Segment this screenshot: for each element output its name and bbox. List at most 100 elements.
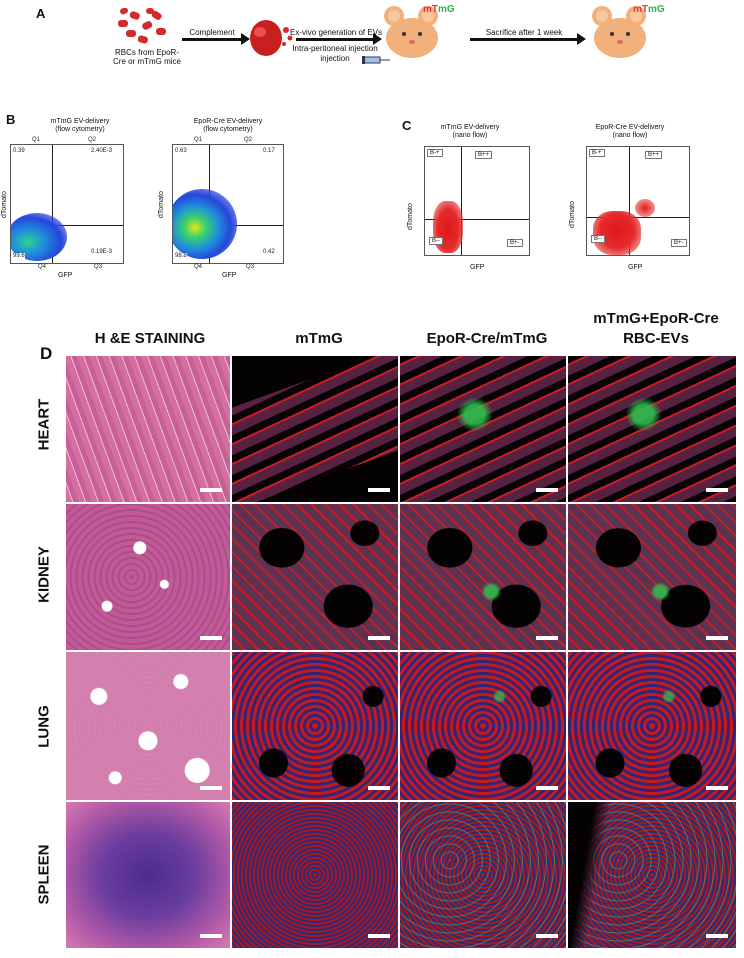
micrograph-spleen-mtmg	[232, 802, 398, 948]
mouse-1-label: mTmG	[423, 4, 455, 15]
b1-q1: Q1	[32, 137, 41, 143]
micrograph-kidney-epor	[400, 504, 566, 650]
col-header-epor-mtmg: EpoR-Cre/mTmG	[426, 330, 548, 347]
b2-q4-val: 98.8	[175, 253, 187, 259]
scale-bar	[536, 934, 558, 938]
scale-bar	[368, 488, 390, 492]
scale-bar	[200, 786, 222, 790]
b1-q4: Q4	[38, 264, 47, 270]
b2-q1: Q1	[194, 137, 203, 143]
b2-density	[173, 189, 237, 259]
micrograph-spleen-he	[66, 802, 230, 948]
b2-xlabel: GFP	[222, 272, 237, 279]
step2-sub-label: Intra-peritoneal injection	[292, 44, 378, 53]
scale-bar	[200, 934, 222, 938]
row-label-heart: HEART	[35, 398, 53, 451]
syringe-icon	[362, 56, 390, 64]
micrograph-lung-mtmg	[232, 652, 398, 800]
col-header-mix-2: RBC-EVs	[623, 330, 689, 347]
scale-bar	[368, 636, 390, 640]
micrograph-spleen-epor	[400, 802, 566, 948]
c1-plot: B-+ B++ B-- B+-	[424, 146, 530, 256]
col-header-he: H &E STAINING	[94, 330, 206, 347]
col-header-mix-1: mTmG+EpoR-Cre	[593, 310, 719, 327]
b2-title: EpoR-Cre EV-delivery	[193, 118, 263, 125]
scale-bar	[706, 488, 728, 492]
step1-label: Complement	[189, 28, 235, 37]
scale-bar	[706, 636, 728, 640]
rbc-source-label: RBCs from EpoR-Cre or mTmG mice	[113, 48, 181, 66]
step2-sub-label-2: injection	[320, 54, 350, 63]
scale-bar	[706, 786, 728, 790]
step2-label: Ex-vivo generation of EVs	[290, 28, 383, 37]
c1-gate2: B++	[475, 151, 493, 159]
c2-gate3: B--	[591, 235, 605, 243]
c1-ylabel: dTomato	[407, 203, 414, 230]
b2-q3-val: 0.42	[263, 249, 275, 255]
b1-q3-val: 0.19E-3	[91, 249, 113, 255]
rbc-cluster-icon	[118, 8, 166, 44]
c2-density-main	[593, 211, 641, 255]
b1-xlabel: GFP	[58, 272, 73, 279]
micrograph-heart-mtmg	[232, 356, 398, 502]
panel-a-letter: A	[36, 6, 46, 21]
c1-gate1: B-+	[427, 149, 443, 157]
micrograph-heart-he	[66, 356, 230, 502]
b1-q3: Q3	[94, 264, 103, 270]
scale-bar	[368, 786, 390, 790]
scale-bar	[706, 934, 728, 938]
c1-subtitle: (nano flow)	[452, 132, 488, 139]
c2-gate2: B++	[645, 151, 663, 159]
scale-bar	[536, 636, 558, 640]
step3-label: Sacrifice after 1 week	[485, 28, 563, 37]
scale-bar	[536, 488, 558, 492]
b2-plot: 0.63 0.17 0.42 98.8	[172, 144, 284, 264]
micrograph-lung-mix	[568, 652, 736, 800]
c2-subtitle: (nano flow)	[612, 132, 648, 139]
b1-q1-val: 0.39	[13, 148, 25, 154]
b1-q2-val: 2.40E-3	[91, 148, 113, 154]
b1-subtitle: (flow cytometry)	[55, 126, 105, 133]
mouse-2-label: mTmG	[633, 4, 665, 15]
micrograph-spleen-mix	[568, 802, 736, 948]
b2-subtitle: (flow cytometry)	[203, 126, 253, 133]
scale-bar	[200, 636, 222, 640]
arrow-3	[470, 33, 586, 45]
b1-ylabel: dTomato	[1, 191, 8, 218]
b1-plot: 0.39 2.40E-3 0.19E-3 99.6	[10, 144, 124, 264]
micrograph-heart-epor	[400, 356, 566, 502]
arrow-2	[296, 33, 382, 45]
c2-density-pos	[635, 199, 655, 217]
b2-q2: Q2	[244, 137, 253, 143]
b1-q4-val: 99.6	[13, 253, 25, 259]
c2-title: EpoR-Cre EV-delivery	[595, 124, 665, 131]
micrograph-kidney-mix	[568, 504, 736, 650]
panel-d-letter: D	[40, 344, 53, 363]
row-label-lung: LUNG	[35, 705, 53, 748]
c2-gate4: B+-	[671, 239, 687, 247]
c1-gate3: B--	[429, 237, 443, 245]
row-label-spleen: SPLEEN	[35, 844, 53, 905]
micrograph-lung-he	[66, 652, 230, 800]
panel-b-letter: B	[6, 112, 16, 127]
c1-gate4: B+-	[507, 239, 523, 247]
micrograph-heart-mix	[568, 356, 736, 502]
c1-title: mTmG EV-delivery	[440, 124, 500, 131]
c1-xlabel: GFP	[470, 264, 485, 271]
scale-bar	[368, 934, 390, 938]
scale-bar	[536, 786, 558, 790]
row-label-kidney: KIDNEY	[35, 546, 53, 603]
arrow-1	[182, 33, 250, 45]
b2-q3: Q3	[246, 264, 255, 270]
c2-gate1: B-+	[589, 149, 605, 157]
micrograph-lung-epor	[400, 652, 566, 800]
c1-density	[433, 201, 463, 253]
c2-plot: B-+ B++ B-- B+-	[586, 146, 690, 256]
mouse-icon-1	[384, 6, 438, 58]
micrograph-kidney-mtmg	[232, 504, 398, 650]
panel-c-letter: C	[402, 118, 412, 133]
b2-q4: Q4	[194, 264, 203, 270]
micrograph-kidney-he	[66, 504, 230, 650]
c2-xlabel: GFP	[628, 264, 643, 271]
b2-ylabel: dTomato	[158, 191, 165, 218]
